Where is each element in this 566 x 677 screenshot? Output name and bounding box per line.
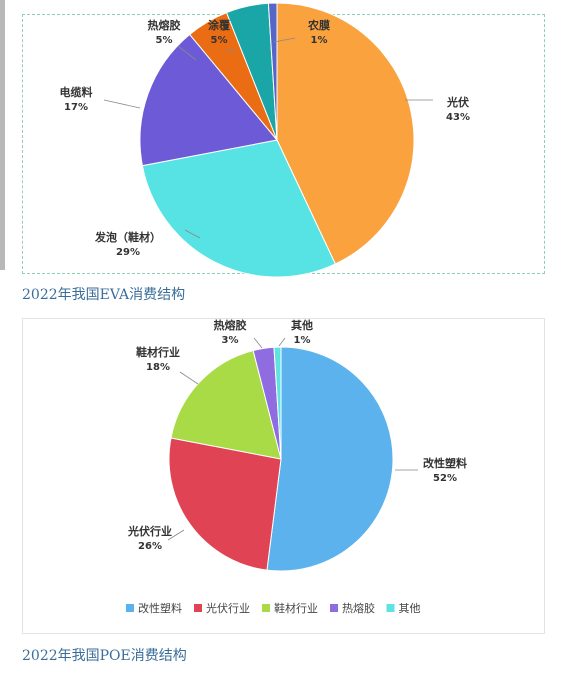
chart1-slice-label-5: 农膜 <box>307 18 330 32</box>
legend-swatch-2 <box>262 604 270 612</box>
chart1-slice-pct-4: 5% <box>211 35 228 46</box>
chart2-slice-pct-3: 3% <box>222 335 239 346</box>
chart2-slice-pct-2: 18% <box>146 362 170 373</box>
chart1-leader-3 <box>177 45 197 61</box>
poe-caption: 2022年我国POE消费结构 <box>22 648 187 664</box>
chart2-slice-label-1: 光伏行业 <box>127 524 172 538</box>
chart1-slice-pct-3: 5% <box>156 35 173 46</box>
chart2-leader-3 <box>253 337 263 349</box>
legend-swatch-0 <box>126 604 134 612</box>
legend-swatch-3 <box>330 604 338 612</box>
chart1-slice-2 <box>139 33 278 167</box>
legend-swatch-1 <box>194 604 202 612</box>
chart1-slice-label-4: 涂覆 <box>208 18 231 32</box>
chart2-slice-pct-4: 1% <box>294 335 311 346</box>
chart2-leader-4 <box>278 337 286 347</box>
chart1-leader-1 <box>184 229 201 239</box>
chart1-slice-label-0: 光伏 <box>446 95 469 109</box>
chart2-slice-pct-1: 26% <box>138 541 162 552</box>
legend-label-3: 热熔胶 <box>342 601 375 615</box>
chart2-leader-1 <box>167 529 185 541</box>
chart1-slice-pct-2: 17% <box>64 102 88 113</box>
left-edge-bar <box>0 0 5 270</box>
chart2-slice-label-4: 其他 <box>291 318 313 332</box>
chart1-slice-0 <box>276 2 415 265</box>
chart2-slice-4 <box>273 346 282 460</box>
chart1-leader-4 <box>225 47 237 53</box>
chart1-slice-pct-5: 1% <box>311 35 328 46</box>
legend-swatch-4 <box>386 604 395 612</box>
chart2-slice-label-3: 热熔胶 <box>214 318 247 332</box>
chart2-leader-2 <box>179 371 199 385</box>
legend-label-1: 光伏行业 <box>206 601 250 615</box>
chart1-leader-2 <box>103 99 141 109</box>
legend-label-4: 其他 <box>399 602 421 615</box>
chart2-legend: 改性塑料 光伏行业 鞋材行业 热熔胶 其他 <box>126 601 421 615</box>
chart1-slice-5 <box>267 2 278 141</box>
chart1-slice-pct-0: 43% <box>446 112 470 123</box>
legend-label-0: 改性塑料 <box>138 601 182 615</box>
chart2-slice-pct-0: 52% <box>433 473 457 484</box>
chart1-slice-1 <box>141 139 336 278</box>
chart2-slice-0 <box>266 346 394 572</box>
chart1-slice-label-2: 电缆料 <box>60 85 93 99</box>
eva-caption: 2022年我国EVA消费结构 <box>22 287 186 303</box>
chart2-slice-label-0: 改性塑料 <box>423 456 467 470</box>
chart2-slice-2 <box>170 349 282 460</box>
chart1-slice-label-3: 热熔胶 <box>148 18 181 32</box>
chart2-slice-label-2: 鞋材行业 <box>136 345 180 359</box>
chart2-slice-1 <box>168 437 282 571</box>
chart1-slice-pct-1: 29% <box>116 247 140 258</box>
chart1-leader-5 <box>273 37 296 43</box>
chart1-slice-label-1: 发泡（鞋材） <box>94 230 161 244</box>
legend-label-2: 鞋材行业 <box>274 601 318 615</box>
